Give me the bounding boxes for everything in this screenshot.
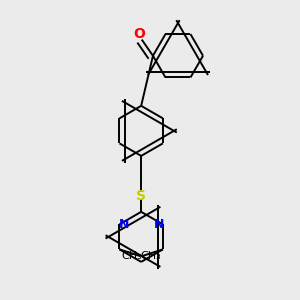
Text: O: O xyxy=(134,27,145,41)
Text: N: N xyxy=(118,218,129,231)
Text: S: S xyxy=(136,189,146,202)
Text: CH₃: CH₃ xyxy=(141,251,161,261)
Text: N: N xyxy=(154,218,164,231)
Text: CH₃: CH₃ xyxy=(121,251,142,261)
